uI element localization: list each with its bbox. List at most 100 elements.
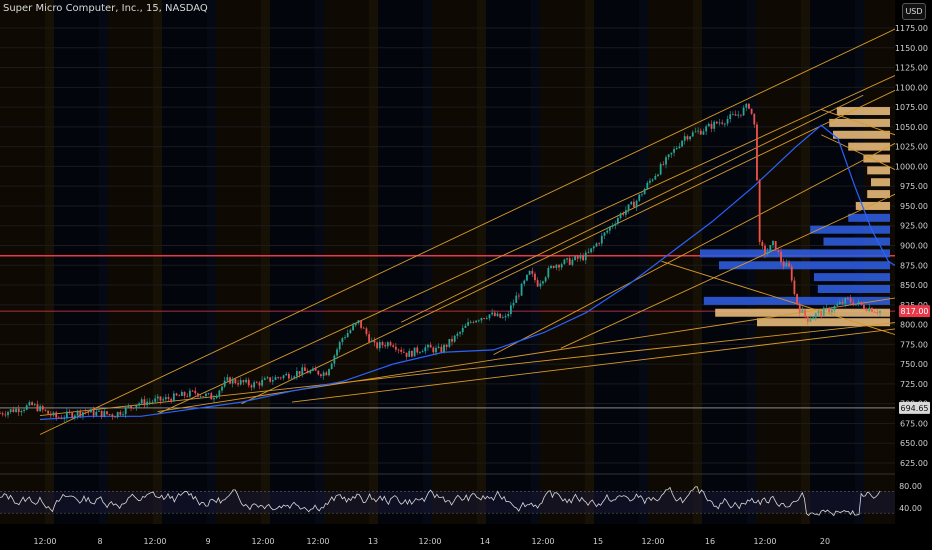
candle-body <box>44 409 47 411</box>
time-tick-label: 14 <box>480 537 490 546</box>
candle-body <box>520 283 523 296</box>
candle-body <box>836 304 839 306</box>
candle-body <box>472 321 475 323</box>
candle-body <box>550 265 552 269</box>
candle-body <box>167 397 170 399</box>
candle-body <box>0 413 1 414</box>
candle-body <box>683 136 686 141</box>
candle-body <box>180 391 183 396</box>
candle-body <box>568 258 571 265</box>
time-axis[interactable]: 12:00 8 12:00 9 12:00 12:00 13 12:00 14 12:00 15 12… <box>0 530 932 550</box>
candle-body <box>98 410 100 412</box>
candle-body <box>242 380 245 383</box>
candle-body <box>4 414 7 416</box>
chart-title: Super Micro Computer, Inc., 15, NASDAQ <box>3 3 208 14</box>
price-tick-label: 850.00 <box>900 281 928 290</box>
candle-body <box>750 108 753 114</box>
candle-body <box>801 309 804 313</box>
candle-body <box>461 327 464 333</box>
candle-body <box>493 312 496 317</box>
candle-body <box>221 386 223 391</box>
candle-body <box>346 333 349 338</box>
candle-body <box>509 305 512 315</box>
candle-body <box>172 393 175 402</box>
candle-body <box>806 317 809 322</box>
price-badge <box>899 401 930 414</box>
candle-body <box>73 415 76 418</box>
candle-body <box>162 399 165 401</box>
candle-body <box>127 406 130 408</box>
candle-body <box>467 322 469 326</box>
candle-body <box>616 217 619 224</box>
candle-body <box>31 402 33 406</box>
candle-body <box>92 409 95 416</box>
price-axis[interactable]: 1175.00 1150.00 1125.00 1100.00 1075.00 1050.… <box>895 0 932 550</box>
candle-body <box>879 311 881 313</box>
candle-body <box>49 413 52 416</box>
candle-body <box>63 417 66 419</box>
grid <box>0 27 895 464</box>
candle-body <box>274 377 277 381</box>
candle-body <box>817 311 820 314</box>
candle-body <box>745 103 748 108</box>
candle-body <box>100 410 103 417</box>
candle-body <box>769 245 772 252</box>
rsi-line <box>0 486 881 517</box>
candle-body <box>793 280 796 294</box>
candle-body <box>713 121 716 129</box>
candle-body <box>847 298 849 299</box>
candle-body <box>119 412 122 415</box>
candle-body <box>333 355 336 364</box>
price-tick-label: 800.00 <box>900 321 928 330</box>
time-tick-label: 20 <box>820 537 830 546</box>
candle-body <box>82 412 84 416</box>
candle-body <box>608 226 611 231</box>
candle-body <box>857 301 860 304</box>
currency-button[interactable]: USD <box>902 3 926 20</box>
candle-body <box>678 146 681 149</box>
candle-body <box>641 194 643 196</box>
price-tick-label: 1125.00 <box>895 64 928 73</box>
candle-body <box>536 280 539 287</box>
candle-body <box>518 295 520 297</box>
candle-body <box>330 363 333 370</box>
trendlines <box>39 11 932 435</box>
candle-body <box>544 277 547 282</box>
price-tick-label: 750.00 <box>900 360 928 369</box>
candle-body <box>360 320 362 328</box>
candle-body <box>651 179 654 181</box>
candle-body <box>245 379 247 383</box>
candle-body <box>758 180 761 242</box>
candle-body <box>320 374 322 377</box>
candle-body <box>627 204 630 211</box>
candle-body <box>218 390 221 396</box>
candle-body <box>440 346 443 353</box>
candle-body <box>689 136 691 140</box>
trendline <box>157 58 932 415</box>
candle-body <box>317 370 320 375</box>
price-tick-label: 725.00 <box>900 380 928 389</box>
candle-body <box>571 260 574 265</box>
candle-body <box>825 307 828 309</box>
candle-body <box>266 377 269 379</box>
candle-body <box>253 382 256 388</box>
candle-body <box>71 412 74 418</box>
candle-body <box>619 213 622 218</box>
price-tick-label: 1000.00 <box>895 162 928 171</box>
candle-body <box>798 303 801 313</box>
candle-body <box>354 323 357 326</box>
candle-body <box>229 377 231 384</box>
candle-body <box>65 411 68 418</box>
rsi-pane <box>0 473 895 517</box>
time-tick-label: 12:00 <box>531 537 554 546</box>
candle-body <box>464 325 467 328</box>
candle-body <box>47 410 50 414</box>
trendline <box>493 123 932 356</box>
candle-body <box>413 347 416 357</box>
time-tick-label: 12:00 <box>306 537 329 546</box>
candle-body <box>780 251 782 262</box>
profile-bar <box>855 201 890 210</box>
candle-body <box>60 417 63 419</box>
candle-body <box>421 351 424 353</box>
